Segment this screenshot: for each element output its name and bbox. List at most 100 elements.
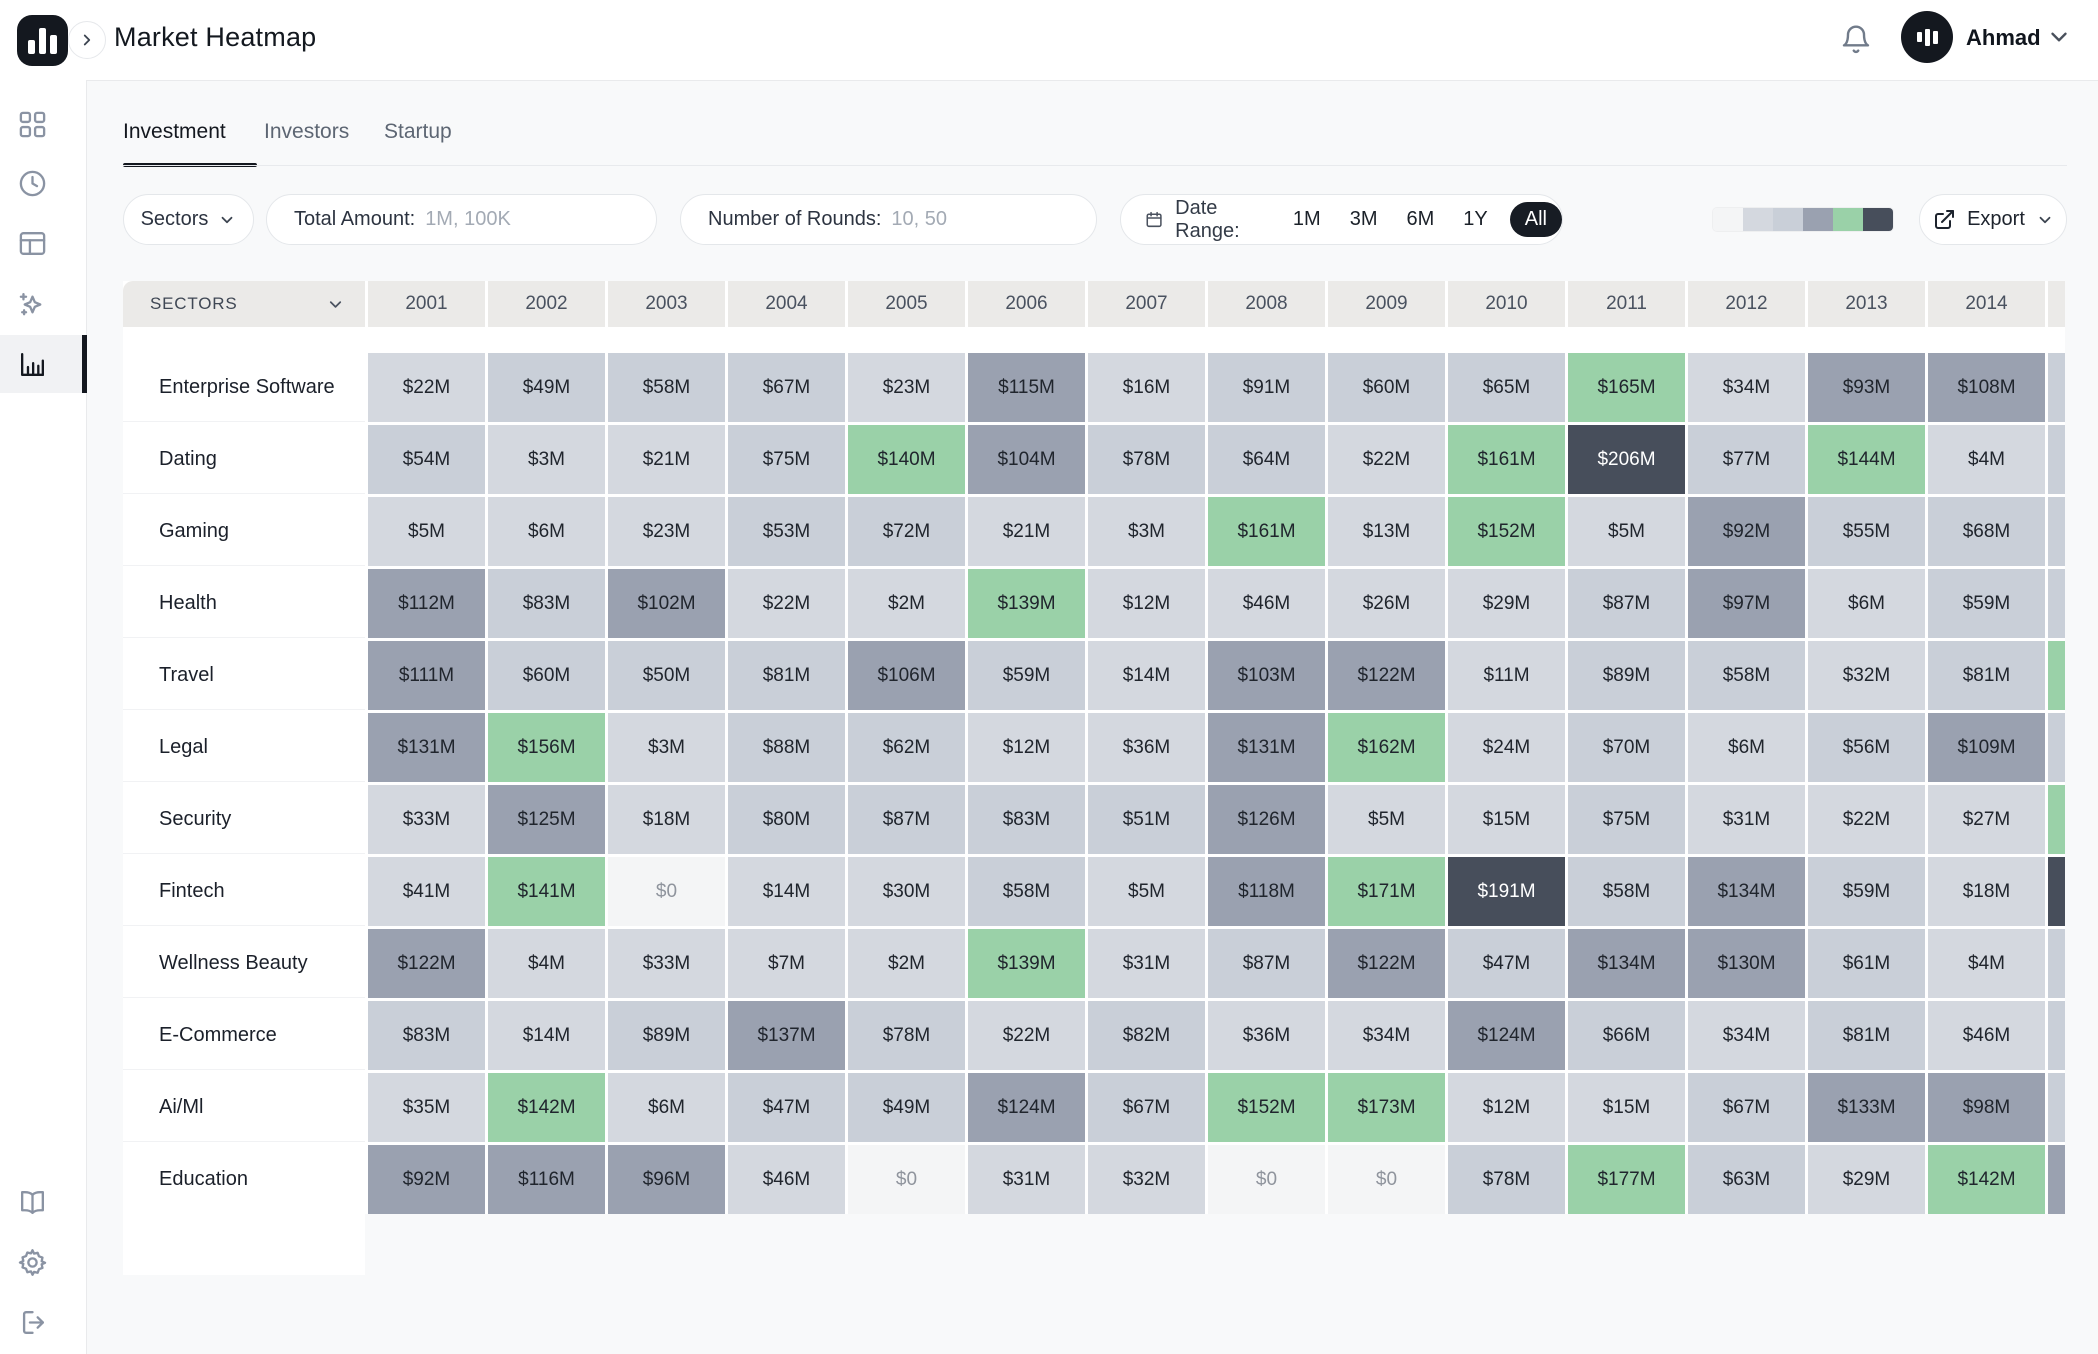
heatmap-cell-health-2013[interactable]: $6M <box>1808 569 1925 638</box>
heatmap-cell-security-2010[interactable]: $15M <box>1448 785 1565 854</box>
heatmap-cell-partial[interactable] <box>2048 1001 2065 1070</box>
heatmap-cell-e-commerce-2005[interactable]: $78M <box>848 1001 965 1070</box>
heatmap-cell-education-2013[interactable]: $29M <box>1808 1145 1925 1214</box>
heatmap-cell-travel-2008[interactable]: $103M <box>1208 641 1325 710</box>
heatmap-cell-gaming-2013[interactable]: $55M <box>1808 497 1925 566</box>
heatmap-cell-ai-ml-2005[interactable]: $49M <box>848 1073 965 1142</box>
heatmap-cell-fintech-2012[interactable]: $134M <box>1688 857 1805 926</box>
heatmap-cell-legal-2009[interactable]: $162M <box>1328 713 1445 782</box>
heatmap-cell-travel-2004[interactable]: $81M <box>728 641 845 710</box>
heatmap-cell-legal-2012[interactable]: $6M <box>1688 713 1805 782</box>
heatmap-cell-education-2009[interactable]: $0 <box>1328 1145 1445 1214</box>
heatmap-cell-health-2002[interactable]: $83M <box>488 569 605 638</box>
heatmap-cell-education-2010[interactable]: $78M <box>1448 1145 1565 1214</box>
heatmap-cell-wellness-beauty-2001[interactable]: $122M <box>368 929 485 998</box>
heatmap-cell-partial[interactable] <box>2048 569 2065 638</box>
date-option-1y[interactable]: 1Y <box>1463 208 1488 230</box>
heatmap-cell-dating-2003[interactable]: $21M <box>608 425 725 494</box>
heatmap-cell-ai-ml-2009[interactable]: $173M <box>1328 1073 1445 1142</box>
heatmap-cell-security-2002[interactable]: $125M <box>488 785 605 854</box>
heatmap-cell-ai-ml-2011[interactable]: $15M <box>1568 1073 1685 1142</box>
heatmap-cell-fintech-2003[interactable]: $0 <box>608 857 725 926</box>
heatmap-cell-travel-2007[interactable]: $14M <box>1088 641 1205 710</box>
heatmap-cell-fintech-2014[interactable]: $18M <box>1928 857 2045 926</box>
heatmap-cell-security-2001[interactable]: $33M <box>368 785 485 854</box>
heatmap-cell-dating-2007[interactable]: $78M <box>1088 425 1205 494</box>
heatmap-cell-enterprise-software-2002[interactable]: $49M <box>488 353 605 422</box>
date-option-6m[interactable]: 6M <box>1406 208 1435 230</box>
heatmap-cell-legal-2011[interactable]: $70M <box>1568 713 1685 782</box>
heatmap-cell-e-commerce-2007[interactable]: $82M <box>1088 1001 1205 1070</box>
heatmap-cell-travel-2001[interactable]: $111M <box>368 641 485 710</box>
heatmap-cell-fintech-2006[interactable]: $58M <box>968 857 1085 926</box>
heatmap-cell-enterprise-software-2004[interactable]: $67M <box>728 353 845 422</box>
sectors-column-header[interactable]: SECTORS <box>123 281 365 327</box>
heatmap-cell-gaming-2001[interactable]: $5M <box>368 497 485 566</box>
heatmap-cell-health-2011[interactable]: $87M <box>1568 569 1685 638</box>
heatmap-cell-dating-2008[interactable]: $64M <box>1208 425 1325 494</box>
heatmap-cell-enterprise-software-2006[interactable]: $115M <box>968 353 1085 422</box>
heatmap-cell-security-2007[interactable]: $51M <box>1088 785 1205 854</box>
heatmap-cell-education-2008[interactable]: $0 <box>1208 1145 1325 1214</box>
user-name[interactable]: Ahmad <box>1966 25 2041 50</box>
sidebar-item-sparkles-icon[interactable] <box>0 275 87 333</box>
heatmap-cell-e-commerce-2010[interactable]: $124M <box>1448 1001 1565 1070</box>
heatmap-cell-dating-2005[interactable]: $140M <box>848 425 965 494</box>
heatmap-cell-travel-2002[interactable]: $60M <box>488 641 605 710</box>
heatmap-cell-security-2013[interactable]: $22M <box>1808 785 1925 854</box>
user-chevron-down-icon[interactable] <box>2046 24 2072 55</box>
heatmap-cell-security-2005[interactable]: $87M <box>848 785 965 854</box>
heatmap-cell-education-2001[interactable]: $92M <box>368 1145 485 1214</box>
heatmap-cell-legal-2013[interactable]: $56M <box>1808 713 1925 782</box>
heatmap-cell-enterprise-software-2014[interactable]: $108M <box>1928 353 2045 422</box>
heatmap-cell-fintech-2005[interactable]: $30M <box>848 857 965 926</box>
date-option-3m[interactable]: 3M <box>1349 208 1378 230</box>
heatmap-cell-gaming-2011[interactable]: $5M <box>1568 497 1685 566</box>
heatmap-cell-security-2003[interactable]: $18M <box>608 785 725 854</box>
heatmap-cell-fintech-2008[interactable]: $118M <box>1208 857 1325 926</box>
heatmap-cell-partial[interactable] <box>2048 641 2065 710</box>
sectors-filter-dropdown[interactable]: Sectors <box>123 194 254 245</box>
heatmap-cell-dating-2009[interactable]: $22M <box>1328 425 1445 494</box>
heatmap-cell-wellness-beauty-2005[interactable]: $2M <box>848 929 965 998</box>
heatmap-cell-legal-2003[interactable]: $3M <box>608 713 725 782</box>
heatmap-cell-e-commerce-2008[interactable]: $36M <box>1208 1001 1325 1070</box>
heatmap-cell-dating-2002[interactable]: $3M <box>488 425 605 494</box>
heatmap-cell-partial[interactable] <box>2048 497 2065 566</box>
heatmap-cell-travel-2009[interactable]: $122M <box>1328 641 1445 710</box>
heatmap-cell-education-2011[interactable]: $177M <box>1568 1145 1685 1214</box>
heatmap-cell-legal-2004[interactable]: $88M <box>728 713 845 782</box>
heatmap-cell-dating-2010[interactable]: $161M <box>1448 425 1565 494</box>
heatmap-cell-ai-ml-2013[interactable]: $133M <box>1808 1073 1925 1142</box>
heatmap-cell-ai-ml-2010[interactable]: $12M <box>1448 1073 1565 1142</box>
heatmap-cell-gaming-2009[interactable]: $13M <box>1328 497 1445 566</box>
heatmap-cell-dating-2013[interactable]: $144M <box>1808 425 1925 494</box>
heatmap-cell-enterprise-software-2008[interactable]: $91M <box>1208 353 1325 422</box>
sidebar-item-history-clock-icon[interactable] <box>0 154 87 212</box>
heatmap-cell-enterprise-software-2012[interactable]: $34M <box>1688 353 1805 422</box>
heatmap-cell-travel-2014[interactable]: $81M <box>1928 641 2045 710</box>
heatmap-cell-education-2006[interactable]: $31M <box>968 1145 1085 1214</box>
heatmap-cell-gaming-2007[interactable]: $3M <box>1088 497 1205 566</box>
heatmap-cell-health-2007[interactable]: $12M <box>1088 569 1205 638</box>
heatmap-cell-wellness-beauty-2014[interactable]: $4M <box>1928 929 2045 998</box>
heatmap-cell-ai-ml-2006[interactable]: $124M <box>968 1073 1085 1142</box>
heatmap-cell-education-2007[interactable]: $32M <box>1088 1145 1205 1214</box>
heatmap-cell-dating-2012[interactable]: $77M <box>1688 425 1805 494</box>
heatmap-cell-fintech-2013[interactable]: $59M <box>1808 857 1925 926</box>
heatmap-cell-fintech-2002[interactable]: $141M <box>488 857 605 926</box>
export-button[interactable]: Export <box>1919 194 2067 245</box>
notification-bell-icon[interactable] <box>1836 20 1876 60</box>
heatmap-cell-health-2014[interactable]: $59M <box>1928 569 2045 638</box>
heatmap-cell-e-commerce-2004[interactable]: $137M <box>728 1001 845 1070</box>
heatmap-cell-ai-ml-2014[interactable]: $98M <box>1928 1073 2045 1142</box>
heatmap-cell-partial[interactable] <box>2048 1073 2065 1142</box>
heatmap-cell-ai-ml-2002[interactable]: $142M <box>488 1073 605 1142</box>
heatmap-cell-enterprise-software-2007[interactable]: $16M <box>1088 353 1205 422</box>
heatmap-cell-legal-2001[interactable]: $131M <box>368 713 485 782</box>
tab-investment[interactable]: Investment <box>123 120 226 143</box>
heatmap-cell-partial[interactable] <box>2048 857 2065 926</box>
heatmap-cell-legal-2010[interactable]: $24M <box>1448 713 1565 782</box>
heatmap-cell-gaming-2005[interactable]: $72M <box>848 497 965 566</box>
heatmap-cell-fintech-2009[interactable]: $171M <box>1328 857 1445 926</box>
